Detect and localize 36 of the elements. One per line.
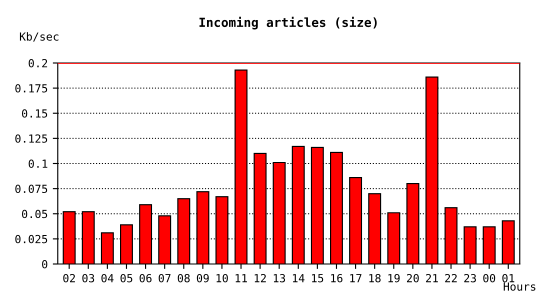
x-tick-label: 07 [158, 274, 171, 282]
x-tick-label: 06 [140, 274, 152, 282]
y-tick-label: 0.125 [15, 134, 48, 143]
x-tick-label: 12 [254, 274, 266, 282]
x-tick-label: 05 [120, 274, 132, 282]
x-tick-label: 02 [63, 274, 75, 282]
y-tick-label: 0 [42, 260, 48, 268]
y-tick-label: 0.025 [15, 234, 48, 244]
x-tick-label: 15 [312, 274, 324, 282]
x-tick-label: 19 [388, 274, 400, 282]
y-axis-title: Kb/sec [20, 32, 58, 42]
x-tick-label: 14 [292, 274, 304, 282]
x-tick-label: 10 [216, 274, 228, 282]
y-tick-label: 0.15 [22, 109, 48, 118]
y-tick-label: 0.075 [15, 184, 48, 194]
x-tick-label: 13 [274, 274, 286, 282]
y-tick-label: 0.175 [15, 84, 48, 93]
x-tick-label: 23 [464, 274, 476, 282]
chart-title: Incoming articles (size) [199, 16, 377, 30]
y-tick-label: 0.1 [28, 160, 48, 168]
x-tick-label: 16 [331, 274, 342, 282]
x-tick-label: 11 [236, 274, 247, 282]
y-tick-label: 0.2 [28, 59, 48, 68]
x-tick-label: 00 [483, 274, 496, 282]
x-tick-label: 17 [350, 274, 362, 282]
x-tick-label: 04 [101, 274, 114, 282]
y-tick-label: 0.05 [22, 210, 48, 218]
x-tick-label: 22 [445, 274, 457, 282]
x-axis-title: Hours [504, 282, 536, 291]
x-tick-label: 03 [82, 274, 94, 282]
x-tick-label: 01 [502, 274, 514, 282]
x-tick-label: 08 [178, 274, 190, 282]
x-tick-label: 09 [196, 274, 209, 282]
x-tick-label: 18 [369, 274, 381, 282]
x-tick-label: 20 [406, 274, 419, 282]
x-tick-label: 21 [426, 274, 438, 282]
